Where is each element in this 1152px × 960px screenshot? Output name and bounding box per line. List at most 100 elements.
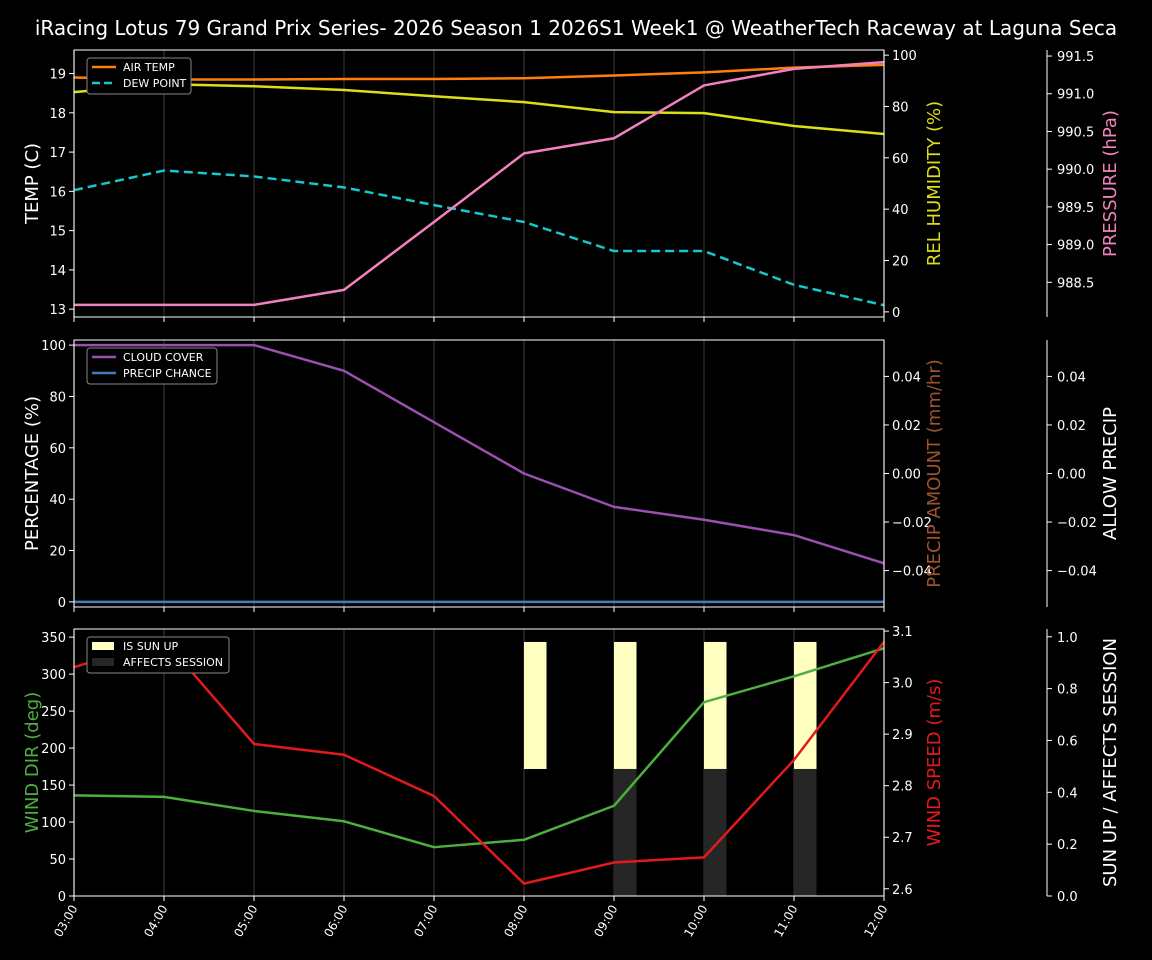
y3-tick-label: 0.8: [1057, 683, 1078, 698]
y-tick-label: 14: [49, 264, 66, 279]
x-tick-label: 12:00: [861, 903, 890, 940]
bar-is-sun-up: [524, 641, 547, 769]
y-tick-label: 100: [41, 816, 66, 831]
chart-title: iRacing Lotus 79 Grand Prix Series- 2026…: [35, 16, 1117, 40]
y-tick-label: 80: [49, 390, 66, 405]
y3-tick-label: 990.5: [1057, 125, 1094, 140]
y-axis-label: TEMP (C): [22, 143, 43, 225]
legend-label: PRECIP CHANCE: [123, 367, 212, 380]
panel-2: 0 20 40 60 80 100 −0.04 −0.02 0.00 0.02 0.04 −0.04 −…: [22, 339, 1121, 612]
y-tick-label: 50: [49, 853, 66, 868]
bar-is-sun-up: [794, 641, 817, 769]
y3-tick-label: 988.5: [1057, 276, 1094, 291]
y-tick-label: 15: [49, 225, 66, 240]
y2-tick-label: 80: [892, 100, 909, 115]
y-tick-label: 17: [49, 146, 66, 161]
y2-axis-label: PRECIP AMOUNT (mm/hr): [924, 359, 945, 588]
panel-1: 13 14 15 16 17 18 19 0 20 40 60 80 100 988.5 989.0 989.…: [22, 49, 1121, 322]
y3-axis-label: ALLOW PRECIP: [1100, 407, 1121, 540]
x-tick-label: 09:00: [591, 903, 620, 940]
y-tick-label: 60: [49, 442, 66, 457]
legend-box: [86, 636, 230, 674]
series-line-1: [73, 169, 885, 307]
y2-tick-label: 0.00: [892, 468, 921, 483]
x-tick-label: 06:00: [321, 903, 350, 940]
legend-label: AFFECTS SESSION: [123, 656, 223, 669]
x-tick-label: 03:00: [51, 903, 80, 940]
series-line-0: [73, 63, 885, 81]
y3-tick-label: 1.0: [1057, 631, 1078, 646]
y2-tick-label: 60: [892, 152, 909, 167]
y3-tick-label: 989.0: [1057, 239, 1094, 254]
legend-label: AIR TEMP: [123, 61, 175, 74]
y-tick-label: 350: [41, 631, 66, 646]
y-tick-label: 300: [41, 668, 66, 683]
series-line-0: [74, 343, 885, 565]
y-tick-label: 200: [41, 742, 66, 757]
y3-tick-label: 0.02: [1057, 419, 1086, 434]
y3-tick-label: 0.04: [1057, 370, 1086, 385]
y3-tick-label: 991.5: [1057, 50, 1094, 65]
y-tick-label: 0: [58, 890, 66, 905]
panel-3: 0 50 100 150 200 250 300 350 2.6 2.7 2.8 2.9 3.0 3.1 0…: [22, 625, 1121, 939]
x-tick-label: 05:00: [231, 903, 260, 940]
y-tick-label: 0: [58, 596, 66, 611]
y2-tick-label: 3.1: [892, 625, 913, 640]
legend-swatch: [92, 658, 114, 666]
y3-tick-label: 0.00: [1057, 468, 1086, 483]
y3-axis-label: PRESSURE (hPa): [1100, 110, 1121, 257]
legend: IS SUN UP AFFECTS SESSION: [86, 636, 230, 674]
y2-tick-label: 40: [892, 203, 909, 218]
y3-tick-label: 991.0: [1057, 88, 1094, 103]
y-tick-label: 40: [49, 493, 66, 508]
y2-tick-label: 2.8: [892, 780, 913, 795]
legend: AIR TEMP DEW POINT: [86, 57, 192, 95]
plot-frame: [73, 628, 885, 897]
y2-tick-label: −0.02: [892, 516, 932, 531]
x-tick-label: 08:00: [501, 903, 530, 940]
x-tick-label: 11:00: [771, 903, 800, 940]
y2-tick-label: 2.7: [892, 831, 913, 846]
y2-axis-label: WIND SPEED (m/s): [924, 679, 945, 847]
y-tick-label: 20: [49, 545, 66, 560]
legend-label: DEW POINT: [123, 77, 187, 90]
y3-axis-label: SUN UP / AFFECTS SESSION: [1100, 638, 1121, 887]
y-tick-label: 100: [41, 339, 66, 354]
x-tick-label: 07:00: [411, 903, 440, 940]
bar-affects-session: [614, 768, 637, 896]
y2-tick-label: 2.6: [892, 883, 913, 898]
y2-tick-label: 100: [892, 49, 917, 64]
y2-tick-label: 0.04: [892, 370, 921, 385]
y3-tick-label: 0.0: [1057, 890, 1078, 905]
y-tick-label: 16: [49, 185, 66, 200]
y2-tick-label: 3.0: [892, 677, 913, 692]
legend-label: CLOUD COVER: [123, 351, 204, 364]
y3-tick-label: 989.5: [1057, 201, 1094, 216]
y-tick-label: 150: [41, 779, 66, 794]
y3-tick-label: 0.4: [1057, 786, 1078, 801]
legend-swatch: [92, 642, 114, 650]
x-tick-label: 10:00: [681, 903, 710, 940]
y-tick-label: 13: [49, 303, 66, 318]
y3-tick-label: 990.0: [1057, 163, 1094, 178]
y2-axis-label: REL HUMIDITY (%): [924, 101, 945, 266]
y2-tick-label: −0.04: [892, 565, 932, 580]
y3-tick-label: −0.04: [1057, 565, 1097, 580]
y-axis-label: WIND DIR (deg): [22, 692, 43, 834]
y-axis-label: PERCENTAGE (%): [22, 396, 43, 551]
legend-label: IS SUN UP: [123, 640, 179, 653]
y3-tick-label: 0.6: [1057, 734, 1078, 749]
bar-is-sun-up: [704, 641, 727, 769]
y3-tick-label: 0.2: [1057, 838, 1078, 853]
y-tick-label: 19: [49, 68, 66, 83]
series-line-3: [73, 638, 885, 885]
bar-affects-session: [794, 768, 817, 896]
series-line-2: [73, 647, 885, 849]
y2-tick-label: 0: [892, 306, 900, 321]
y2-tick-label: 2.9: [892, 728, 913, 743]
bar-is-sun-up: [614, 641, 637, 769]
plot-frame: [73, 49, 885, 318]
legend: CLOUD COVER PRECIP CHANCE: [86, 347, 218, 385]
series-line-2: [73, 82, 885, 136]
